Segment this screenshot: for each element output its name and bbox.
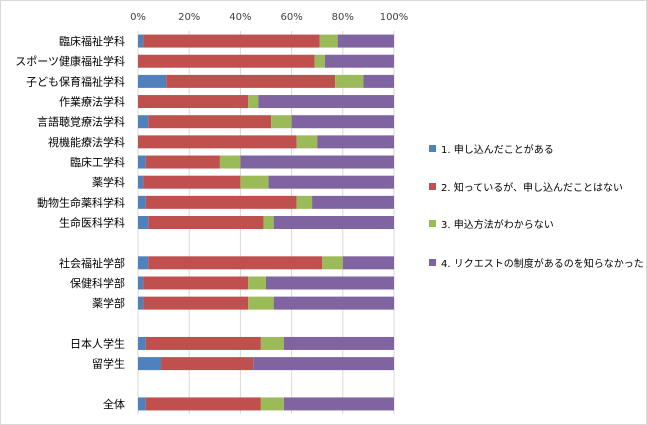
legend-swatch	[429, 220, 436, 227]
bar-segment-3	[296, 195, 313, 209]
bar-segment-1	[138, 336, 146, 350]
bar-segment-3	[260, 336, 284, 350]
bar-segment-2	[138, 135, 297, 149]
bar-segment-3	[240, 175, 269, 189]
bar-segment-4	[337, 34, 394, 48]
bar-segment-1	[138, 175, 144, 189]
bar-segment-1	[138, 34, 144, 48]
bar-segment-1	[138, 276, 144, 290]
bars	[138, 34, 394, 411]
bar-segment-4	[273, 216, 394, 229]
bar-segment-2	[143, 276, 249, 290]
bar-segment-2	[148, 256, 323, 270]
bar-segment-2	[145, 336, 261, 350]
legend-swatch	[429, 183, 436, 190]
x-axis-ticks: 0% 20% 40% 60% 80% 100%	[130, 12, 408, 23]
bar-segment-2	[143, 34, 320, 48]
bar-segment-4	[258, 95, 394, 109]
category-label: 臨床福祉学科	[59, 34, 125, 48]
bar-segment-2	[148, 216, 264, 229]
category-label: 留学生	[92, 357, 125, 371]
legend-label: 2. 知っているが、申し込んだことはない	[441, 181, 623, 194]
bar-segment-3	[260, 397, 284, 411]
category-label: 薬学部	[92, 296, 125, 310]
bar-segment-4	[312, 195, 394, 209]
category-label: 作業療法学科	[59, 95, 125, 109]
bar-segment-2	[138, 54, 315, 68]
bar-segment-1	[138, 256, 149, 270]
bar-segment-3	[219, 155, 241, 169]
legend-swatch	[429, 259, 436, 266]
category-label: 薬学科	[92, 175, 125, 189]
bar-segment-2	[166, 74, 336, 88]
bar-segment-2	[148, 115, 272, 129]
bar-segment-3	[271, 115, 292, 129]
category-label: スポーツ健康福祉学科	[15, 54, 125, 68]
bar-segment-2	[145, 397, 261, 411]
x-tick-label: 80%	[332, 12, 354, 23]
category-label: 日本人学生	[70, 336, 125, 350]
bar-segment-1	[138, 397, 146, 411]
legend: 1. 申し込んだことがある 2. 知っているが、申し込んだことはない 3. 申込方法…	[429, 143, 644, 270]
category-label: 全体	[103, 397, 125, 411]
x-tick-label: 20%	[178, 12, 200, 23]
bar-segment-3	[248, 276, 266, 290]
bar-segment-3	[335, 74, 364, 88]
bar-segment-3	[248, 296, 274, 310]
legend-label: 4. リクエストの制度があるのを知らなかった	[441, 257, 644, 270]
category-label: 動物生命薬科学科	[37, 195, 125, 209]
bar-segment-1	[138, 195, 146, 209]
category-labels: 臨床福祉学科スポーツ健康福祉学科子ども保育福祉学科作業療法学科言語聴覚療法学科視…	[15, 34, 125, 411]
bar-segment-4	[283, 397, 394, 411]
bar-segment-3	[314, 54, 325, 68]
bar-segment-4	[291, 115, 394, 129]
bar-segment-1	[138, 115, 149, 129]
bar-segment-3	[296, 135, 318, 149]
category-label: 社会福祉学部	[59, 256, 125, 270]
legend-swatch	[429, 145, 436, 152]
bar-segment-4	[324, 54, 394, 68]
bar-segment-4	[317, 135, 394, 149]
legend-label: 1. 申し込んだことがある	[441, 143, 554, 156]
bar-segment-3	[263, 216, 274, 229]
bar-segment-4	[342, 256, 394, 270]
bar-segment-1	[138, 296, 144, 310]
bar-segment-3	[248, 95, 259, 109]
bar-segment-1	[138, 357, 162, 371]
bar-segment-4	[363, 74, 394, 88]
bar-segment-2	[138, 95, 249, 109]
bar-segment-1	[138, 155, 146, 169]
bar-segment-2	[143, 175, 241, 189]
bar-segment-3	[322, 256, 343, 270]
bar-segment-4	[253, 357, 394, 371]
bar-segment-4	[268, 175, 394, 189]
bar-segment-4	[273, 296, 394, 310]
category-label: 保健科学部	[70, 276, 125, 290]
bar-segment-2	[145, 155, 220, 169]
bar-segment-4	[283, 336, 394, 350]
bar-segment-3	[319, 34, 338, 48]
bar-segment-4	[266, 276, 394, 290]
category-label: 言語聴覚療法学科	[37, 115, 125, 129]
bar-segment-1	[138, 74, 167, 88]
category-label: 臨床工学科	[70, 155, 125, 169]
bar-segment-1	[138, 216, 149, 229]
x-tick-label: 40%	[229, 12, 251, 23]
category-label: 子ども保育福祉学科	[26, 74, 125, 88]
category-label: 視機能療法学科	[48, 135, 125, 149]
x-tick-label: 60%	[280, 12, 302, 23]
category-label: 生命医科学科	[59, 216, 125, 230]
bar-segment-2	[143, 296, 249, 310]
x-tick-label: 0%	[130, 12, 146, 23]
bar-segment-2	[161, 357, 254, 371]
bar-segment-4	[240, 155, 394, 169]
bar-segment-2	[145, 195, 297, 209]
legend-label: 3. 申込方法がわからない	[441, 218, 554, 231]
x-tick-label: 100%	[380, 12, 409, 23]
